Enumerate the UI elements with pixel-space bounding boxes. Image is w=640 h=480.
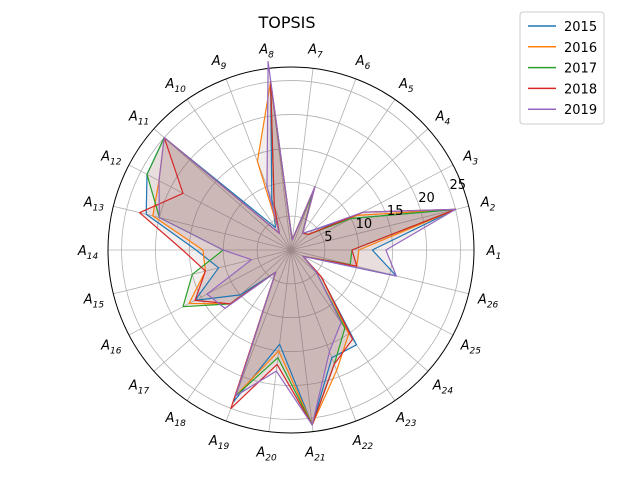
category-label-a11: A11 xyxy=(128,109,149,127)
series-fill-2017 xyxy=(147,81,456,425)
category-label-a2: A2 xyxy=(480,195,496,213)
legend-label-2019: 2019 xyxy=(564,103,597,118)
series-line-2019 xyxy=(158,60,457,426)
spoke-a10 xyxy=(186,99,292,251)
radial-tick-label: 20 xyxy=(418,191,435,206)
category-label-a6: A6 xyxy=(355,54,371,72)
legend-label-2018: 2018 xyxy=(564,82,597,97)
category-label-a16: A16 xyxy=(100,338,122,356)
category-label-a17: A17 xyxy=(128,379,150,397)
category-label-a8: A8 xyxy=(258,42,274,60)
spoke-a12 xyxy=(128,164,292,251)
spoke-a15 xyxy=(113,249,292,295)
series-fill-2015 xyxy=(146,81,456,425)
category-label-a4: A4 xyxy=(435,109,451,127)
radial-tick-label: 25 xyxy=(450,178,467,193)
category-label-a9: A9 xyxy=(211,54,227,72)
category-label-a18: A18 xyxy=(165,411,187,429)
spoke-a21 xyxy=(290,249,314,432)
category-label-a13: A13 xyxy=(83,195,105,213)
legend-label-2017: 2017 xyxy=(564,62,597,77)
spoke-a20 xyxy=(268,249,292,432)
category-label-a24: A24 xyxy=(432,379,454,397)
grid-ring-20 xyxy=(155,114,427,386)
spoke-a3 xyxy=(290,164,454,251)
spoke-a5 xyxy=(290,99,396,251)
category-label-a21: A21 xyxy=(304,446,325,464)
spoke-a22 xyxy=(290,249,357,422)
spoke-a25 xyxy=(290,249,454,336)
grid-ring-5 xyxy=(256,215,326,285)
spoke-a13 xyxy=(113,205,292,251)
spoke-a18 xyxy=(186,249,292,401)
series-fill-2018 xyxy=(139,81,456,425)
category-label-a7: A7 xyxy=(307,42,323,60)
radial-tick-label: 5 xyxy=(324,230,332,245)
category-label-a14: A14 xyxy=(77,244,99,262)
category-label-a26: A26 xyxy=(477,293,499,311)
legend-label-2015: 2015 xyxy=(564,20,597,35)
category-label-a19: A19 xyxy=(208,434,230,452)
spoke-a2 xyxy=(290,205,469,251)
spoke-a26 xyxy=(290,249,469,295)
radial-tick-label: 10 xyxy=(356,217,373,232)
spoke-a7 xyxy=(290,68,314,251)
category-label-a25: A25 xyxy=(460,338,482,356)
legend-label-2016: 2016 xyxy=(564,41,597,56)
grid-ring-25 xyxy=(121,80,461,420)
outer-boundary xyxy=(107,66,475,434)
category-label-a1: A1 xyxy=(486,244,502,262)
legend-frame xyxy=(519,11,605,125)
radial-tick-label: 15 xyxy=(387,204,404,219)
category-label-a23: A23 xyxy=(395,411,417,429)
category-label-a15: A15 xyxy=(83,293,105,311)
category-label-a5: A5 xyxy=(398,77,414,95)
series-fill-2016 xyxy=(152,81,456,425)
category-label-a10: A10 xyxy=(165,77,187,95)
spoke-a6 xyxy=(290,78,357,251)
category-label-a3: A3 xyxy=(462,150,478,168)
chart-title: TOPSIS xyxy=(257,13,315,32)
category-label-a20: A20 xyxy=(255,446,277,464)
series-fill-2019 xyxy=(159,61,456,425)
grid-ring-15 xyxy=(188,147,394,353)
category-label-a22: A22 xyxy=(352,434,374,452)
category-label-a12: A12 xyxy=(100,150,122,168)
legend: 2015 2016 2017 2018 2019 xyxy=(519,11,605,125)
spoke-a17 xyxy=(153,249,292,372)
